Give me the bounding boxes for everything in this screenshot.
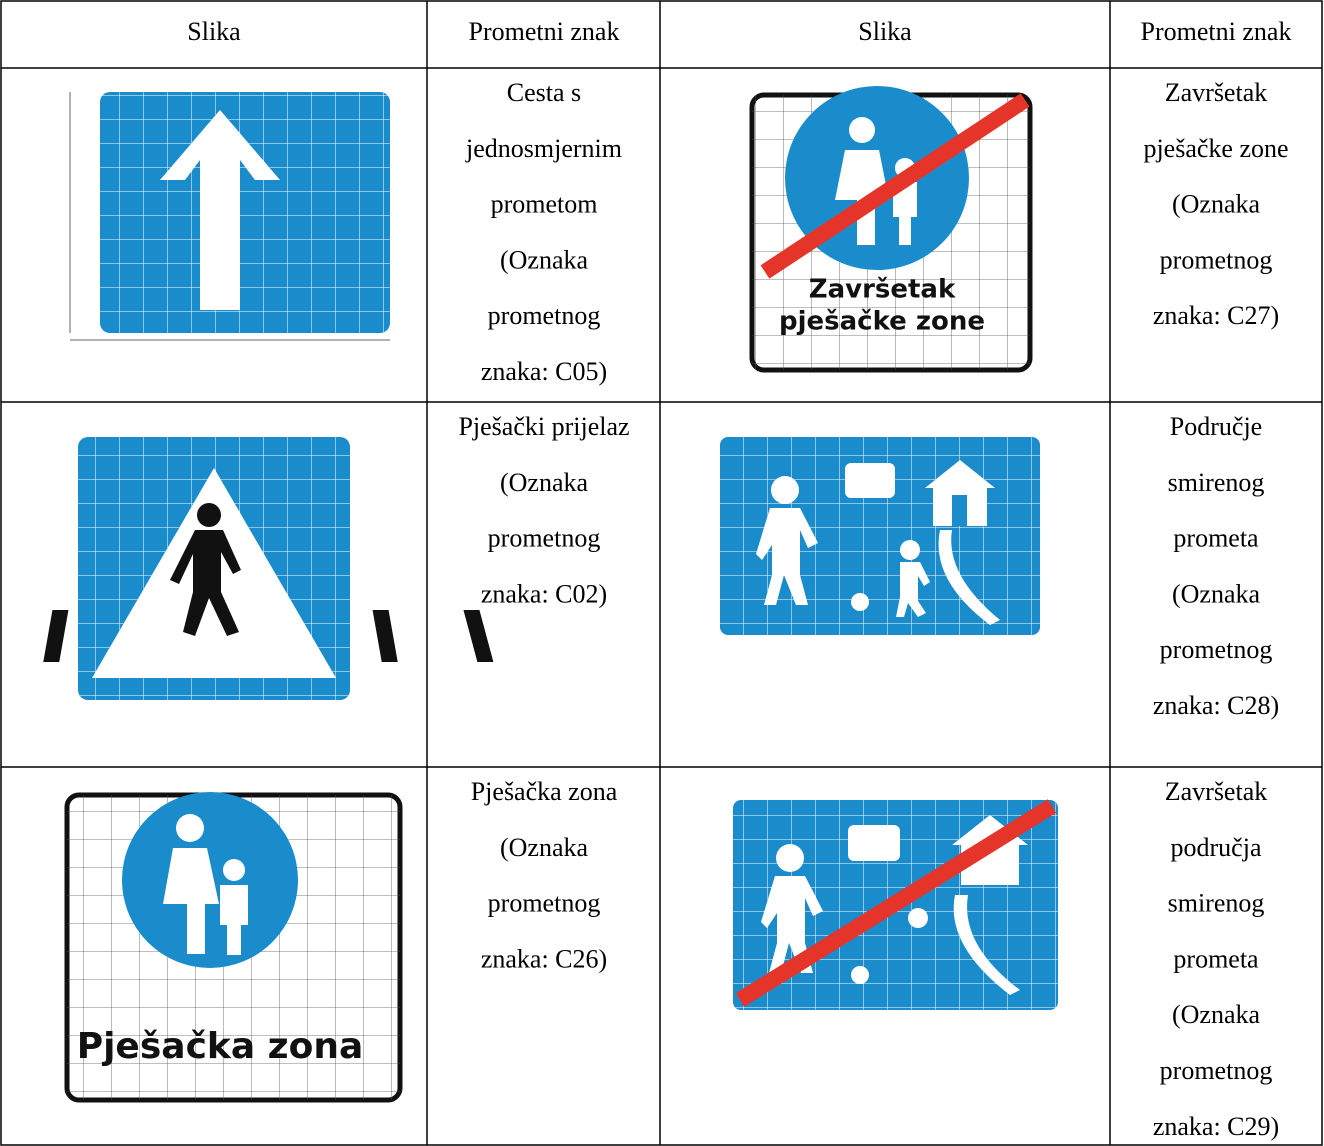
cell-text: znaka: C29)	[1153, 1112, 1279, 1141]
sign-text: Pješačka zona	[77, 1026, 364, 1067]
cell-text: (Oznaka	[500, 245, 589, 274]
header-cell: Slika	[858, 17, 912, 46]
cell-text: znaka: C28)	[1153, 691, 1279, 720]
sign-c28	[720, 437, 1040, 635]
cell-text: prometnog	[1160, 1056, 1273, 1085]
cell-text: jednosmjernim	[465, 134, 622, 163]
cell-text: smirenog	[1168, 889, 1265, 918]
sign-text: Završetak	[809, 275, 956, 305]
cell-text: prometnog	[488, 301, 601, 330]
cell-text: znaka: C26)	[481, 944, 607, 973]
cell-text: prometa	[1173, 524, 1259, 553]
cell-text: znaka: C27)	[1153, 301, 1279, 330]
cell-text: prometnog	[1160, 635, 1273, 664]
cell-text: prometa	[1173, 944, 1259, 973]
cell-text: znaka: C02)	[481, 579, 607, 608]
sign-c29	[733, 799, 1058, 1010]
cell-text: (Oznaka	[1172, 1000, 1261, 1029]
cell-text: (Oznaka	[500, 833, 589, 862]
header-cell: Slika	[187, 17, 241, 46]
cell-text: smirenog	[1168, 468, 1265, 497]
cell-text: znaka: C05)	[481, 357, 607, 386]
cell-text: (Oznaka	[1172, 579, 1261, 608]
cell-text: prometnog	[488, 524, 601, 553]
sign-c26: Pješačka zona	[64, 792, 403, 1103]
cell-text: Završetak	[1165, 777, 1268, 806]
cell-text: (Oznaka	[1172, 190, 1261, 219]
cell-text: prometom	[491, 190, 598, 219]
cell-text: Završetak	[1165, 78, 1268, 107]
cell-text: Pješački prijelaz	[458, 412, 629, 441]
cell-text: Pješačka zona	[471, 777, 618, 806]
cell-text: pješačke zone	[1143, 134, 1288, 163]
cell-text: područja	[1171, 833, 1262, 862]
cell-text: Cesta s	[507, 78, 581, 107]
header-cell: Prometni znak	[1141, 17, 1292, 46]
cell-text: prometnog	[1160, 245, 1273, 274]
header-cell: Prometni znak	[469, 17, 620, 46]
sign-c02	[43, 437, 494, 700]
cell-text: Područje	[1170, 412, 1262, 441]
sign-text: pješačke zone	[779, 307, 985, 337]
cell-text: (Oznaka	[500, 468, 589, 497]
cell-text: prometnog	[488, 889, 601, 918]
sign-c27: Završetak pješačke zone	[749, 86, 1033, 373]
sign-c05	[69, 92, 390, 341]
